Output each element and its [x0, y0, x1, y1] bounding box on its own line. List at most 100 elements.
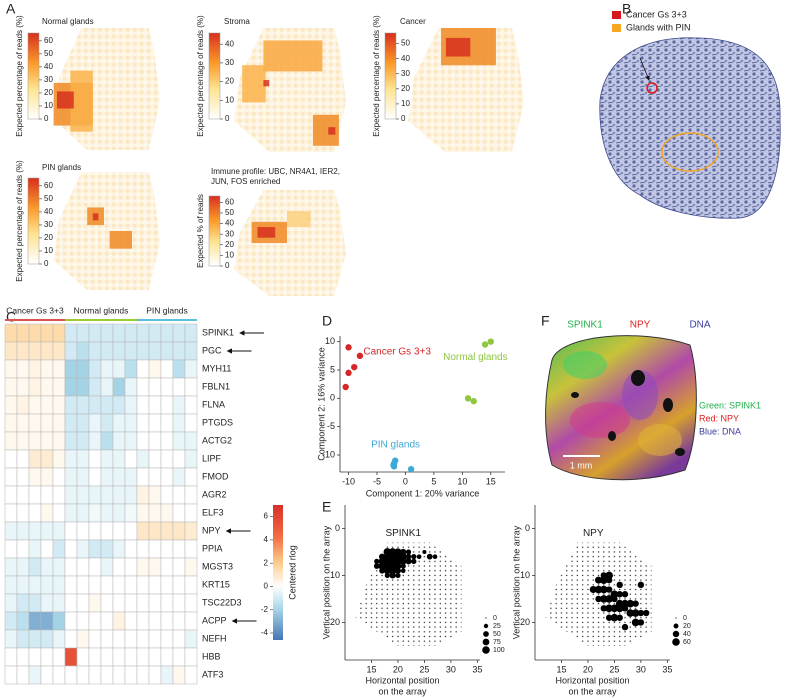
heatmap-cell: [184, 485, 198, 505]
size-legend-dot: [485, 617, 487, 619]
row-label: FMOD: [202, 471, 229, 481]
colorbar-tick-label: 10: [225, 95, 234, 104]
heatmap-cell: [136, 431, 150, 451]
expression-dot: [400, 568, 406, 574]
heatmap-cell: [160, 323, 174, 343]
expression-dot: [621, 623, 629, 631]
heatmap-cell: [76, 593, 90, 613]
heatmap-cell: [172, 377, 186, 397]
map-title: NPY: [583, 528, 604, 539]
heatmap-cell: [148, 611, 162, 631]
x-axis-label: Component 1: 20% variance: [366, 488, 480, 498]
heatmap-cell: [112, 431, 126, 451]
expression-dot: [594, 585, 603, 594]
channel-label: NPY: [630, 320, 651, 331]
scatter-point: [390, 462, 397, 469]
tissue-image: [599, 37, 781, 219]
y-tick-label: 0: [330, 393, 335, 403]
colorbar: [273, 505, 283, 640]
expression-dot: [642, 609, 650, 617]
map-hotspot: [263, 80, 270, 87]
colorbar-tick-label: 30: [225, 58, 234, 67]
heatmap-cell: [172, 395, 186, 415]
heatmap-cell: [112, 503, 126, 523]
map-hotspot: [263, 40, 323, 72]
row-label: ATF3: [202, 669, 223, 679]
heatmap-cell: [112, 395, 126, 415]
heatmap-cell: [40, 323, 54, 343]
heatmap-cell: [148, 413, 162, 433]
heatmap-cell: [64, 593, 78, 613]
x-tick-label: -10: [342, 476, 355, 486]
row-label: PGC: [202, 345, 222, 355]
heatmap-cell: [160, 341, 174, 361]
size-legend-label: 40: [683, 631, 691, 638]
expression-dot: [422, 549, 427, 555]
heatmap-cell: [112, 629, 126, 649]
heatmap-cell: [172, 341, 186, 361]
image-holes: [571, 370, 685, 456]
size-legend-label: 75: [493, 639, 501, 646]
heatmap-cell: [76, 485, 90, 505]
heatmap-cell: [112, 413, 126, 433]
x-tick-label: 5: [431, 476, 436, 486]
y-tick-label: 10: [520, 570, 530, 580]
colorbar-label: Expected % of reads: [196, 194, 205, 268]
colorbar-tick-label: 0: [401, 114, 406, 123]
heatmap-cell: [28, 521, 42, 541]
heatmap-cell: [136, 557, 150, 577]
heatmap-cell: [160, 557, 174, 577]
expression-dot: [400, 563, 406, 569]
heatmap-cell: [100, 629, 114, 649]
heatmap-cell: [172, 449, 186, 469]
heatmap-cell: [160, 521, 174, 541]
heatmap-cell: [136, 647, 150, 667]
expression-dot: [378, 562, 386, 570]
heatmap-cell: [4, 521, 18, 541]
map-hotspot: [445, 37, 471, 57]
expression-dot: [426, 553, 433, 560]
size-legend-dot: [483, 623, 489, 629]
heatmap-cell: [4, 449, 18, 469]
pointer-arrow: [639, 57, 650, 81]
heatmap-cell: [28, 665, 42, 685]
heatmap-cell: [88, 449, 102, 469]
heatmap-cell: [184, 503, 198, 523]
heatmap-cell: [40, 593, 54, 613]
size-legend-dot: [672, 638, 680, 646]
expression-dot: [637, 581, 645, 589]
heatmap-cell: [124, 377, 138, 397]
panel-label: D: [322, 313, 332, 329]
heatmap-cell: [52, 521, 66, 541]
heatmap-cell: [172, 521, 186, 541]
scatter-point: [345, 344, 352, 351]
map-hotspot: [287, 211, 311, 228]
heatmap-cell: [172, 665, 186, 685]
map-hotspot: [242, 65, 266, 103]
heatmap-cell: [4, 575, 18, 595]
heatmap-cell: [112, 665, 126, 685]
heatmap-cell: [76, 449, 90, 469]
heatmap-cell: [124, 395, 138, 415]
y-tick-label: 0: [335, 523, 340, 533]
heatmap-cell: [88, 323, 102, 343]
colorbar-label: Expected percentage of reads (%): [196, 15, 205, 137]
heatmap-cell: [172, 611, 186, 631]
heatmap-cell: [4, 503, 18, 523]
expression-dot: [605, 614, 613, 621]
group-label: Cancer Gs 3+3: [6, 305, 64, 315]
scatter-point: [470, 397, 477, 405]
heatmap-cell: [112, 647, 126, 667]
heatmap-cell: [52, 575, 66, 595]
heatmap-cell: [100, 467, 114, 487]
heatmap-cell: [40, 485, 54, 505]
expression-dot: [405, 549, 412, 555]
expression-dot: [394, 567, 402, 574]
expression-dot: [611, 595, 618, 603]
heatmap-cell: [16, 647, 30, 667]
heatmap-cell: [40, 377, 54, 397]
row-label: KRT15: [202, 579, 230, 589]
expression-dot: [605, 576, 613, 584]
row-label: ELF3: [202, 507, 224, 517]
heatmap-cell: [28, 431, 42, 451]
